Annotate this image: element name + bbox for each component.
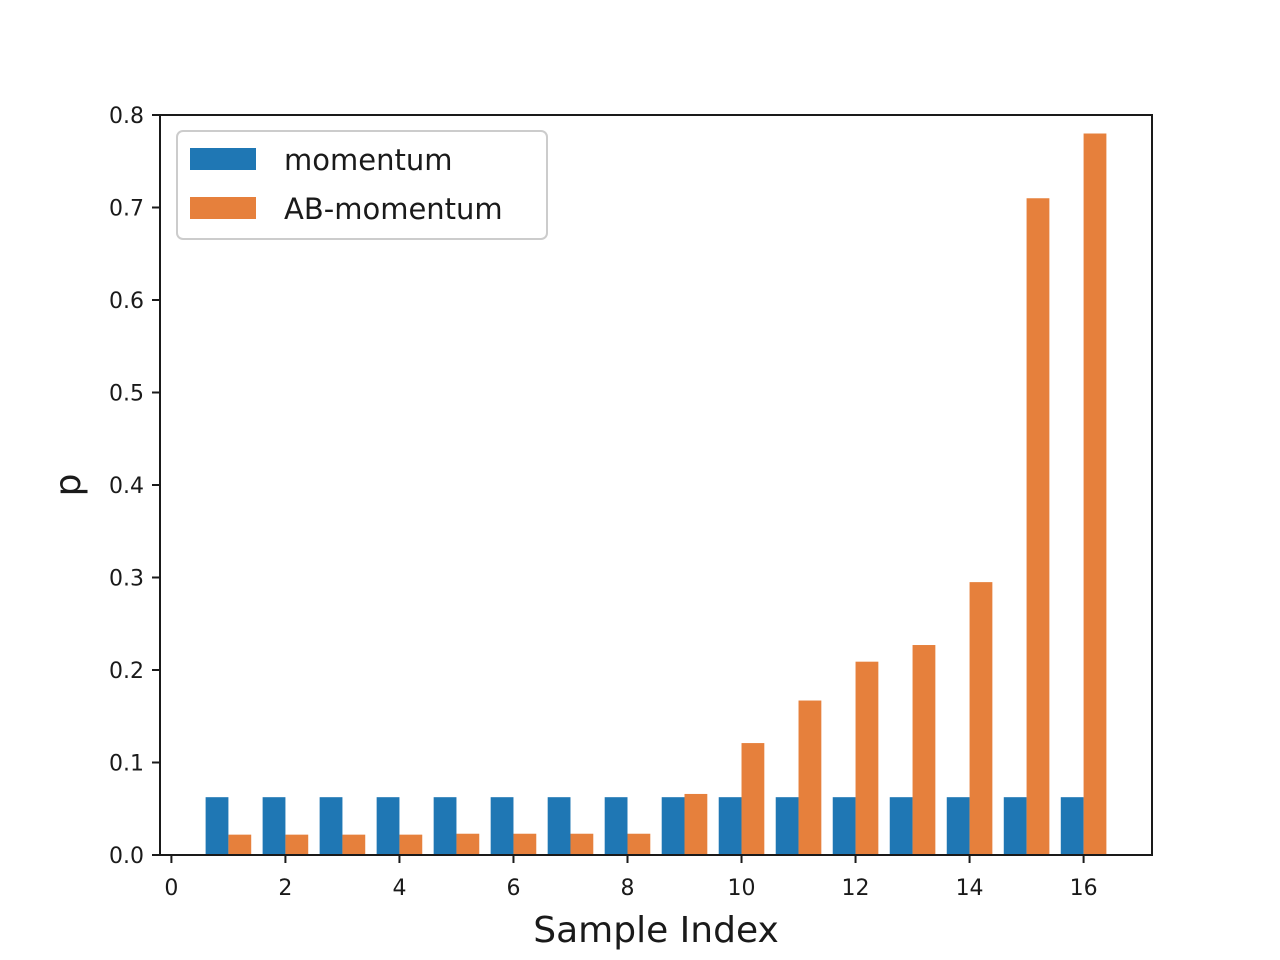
bars-layer bbox=[205, 133, 1107, 855]
legend-label-momentum: momentum bbox=[284, 143, 452, 177]
bar-ab-momentum-9 bbox=[684, 793, 708, 855]
legend: momentum AB-momentum bbox=[176, 130, 548, 240]
bar-ab-momentum-3 bbox=[342, 834, 366, 855]
bar-momentum-8 bbox=[604, 797, 628, 855]
bar-momentum-6 bbox=[490, 797, 514, 855]
bar-ab-momentum-10 bbox=[741, 743, 765, 855]
x-tick-label: 12 bbox=[842, 876, 870, 901]
bar-momentum-15 bbox=[1003, 797, 1027, 855]
bar-momentum-7 bbox=[547, 797, 571, 855]
y-tick-label: 0.2 bbox=[109, 659, 144, 684]
x-tick-label: 10 bbox=[728, 876, 756, 901]
bar-ab-momentum-7 bbox=[570, 833, 594, 855]
bar-ab-momentum-16 bbox=[1083, 133, 1107, 855]
bar-ab-momentum-6 bbox=[513, 833, 537, 855]
bar-momentum-11 bbox=[775, 797, 799, 855]
bar-momentum-9 bbox=[661, 797, 685, 855]
y-tick-label: 0.5 bbox=[109, 382, 144, 407]
x-axis: 0 2 4 6 8 10 12 14 16 bbox=[164, 855, 1098, 901]
bar-ab-momentum-1 bbox=[228, 834, 252, 855]
y-tick-label: 0.0 bbox=[109, 844, 144, 869]
y-tick-label: 0.7 bbox=[109, 197, 144, 222]
y-tick-label: 0.8 bbox=[109, 104, 144, 129]
bar-momentum-10 bbox=[718, 797, 742, 855]
bar-ab-momentum-14 bbox=[969, 582, 993, 855]
bar-momentum-2 bbox=[262, 797, 286, 855]
y-axis: 0.0 0.1 0.2 0.3 0.4 0.5 0.6 0.7 0.8 bbox=[109, 104, 160, 869]
bar-momentum-4 bbox=[376, 797, 400, 855]
bar-ab-momentum-4 bbox=[399, 834, 423, 855]
y-tick-label: 0.4 bbox=[109, 474, 144, 499]
legend-swatch-ab-momentum bbox=[190, 197, 256, 219]
x-tick-label: 14 bbox=[956, 876, 984, 901]
bar-ab-momentum-5 bbox=[456, 833, 480, 855]
bar-ab-momentum-13 bbox=[912, 645, 936, 855]
y-axis-label: p bbox=[48, 474, 89, 497]
bar-momentum-13 bbox=[889, 797, 913, 855]
bar-momentum-3 bbox=[319, 797, 343, 855]
legend-box bbox=[176, 130, 548, 240]
bar-ab-momentum-2 bbox=[285, 834, 309, 855]
x-tick-label: 6 bbox=[506, 876, 520, 901]
bar-momentum-5 bbox=[433, 797, 457, 855]
x-tick-label: 2 bbox=[278, 876, 292, 901]
bar-momentum-14 bbox=[946, 797, 970, 855]
y-tick-label: 0.1 bbox=[109, 752, 144, 777]
plot-frame bbox=[159, 114, 1153, 856]
x-tick-label: 0 bbox=[164, 876, 178, 901]
bar-ab-momentum-12 bbox=[855, 661, 879, 855]
bar-momentum-12 bbox=[832, 797, 856, 855]
bar-ab-momentum-15 bbox=[1026, 198, 1050, 855]
bar-ab-momentum-11 bbox=[798, 700, 822, 855]
x-tick-label: 16 bbox=[1070, 876, 1098, 901]
y-tick-label: 0.3 bbox=[109, 567, 144, 592]
x-tick-label: 4 bbox=[392, 876, 406, 901]
bar-momentum-1 bbox=[205, 797, 229, 855]
x-axis-label: Sample Index bbox=[533, 910, 779, 951]
bar-momentum-16 bbox=[1060, 797, 1084, 855]
y-tick-label: 0.6 bbox=[109, 289, 144, 314]
legend-label-ab-momentum: AB-momentum bbox=[284, 192, 503, 226]
legend-swatch-momentum bbox=[190, 148, 256, 170]
x-tick-label: 8 bbox=[620, 876, 634, 901]
bar-ab-momentum-8 bbox=[627, 833, 651, 855]
